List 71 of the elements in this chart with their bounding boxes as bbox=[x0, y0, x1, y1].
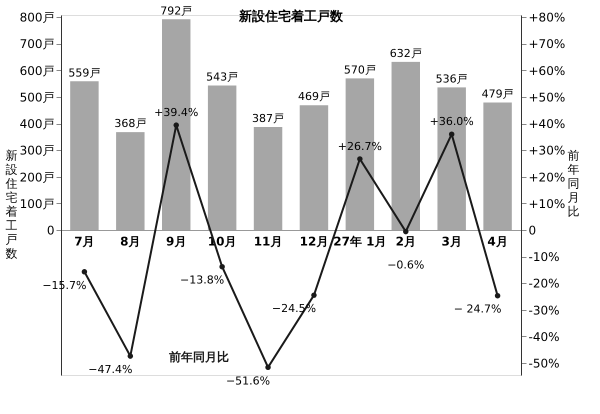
y-tick-label: 0 bbox=[46, 223, 54, 238]
data-label: 469戸 bbox=[298, 90, 330, 104]
y-tick-label: 400戸 bbox=[20, 117, 54, 132]
text: 前年同月比 bbox=[168, 350, 229, 364]
bar bbox=[116, 132, 145, 230]
data-label: 792戸 bbox=[160, 4, 192, 18]
y2-tick-label: -30% bbox=[528, 303, 560, 318]
point bbox=[82, 269, 88, 274]
data-label: − 24.7% bbox=[454, 302, 502, 316]
x-tick-label: 9月 bbox=[166, 234, 186, 248]
x-tick-label: 7月 bbox=[74, 234, 95, 248]
data-label: 543戸 bbox=[206, 70, 238, 84]
y-tick-label: 300戸 bbox=[20, 144, 54, 158]
x-tick-label: 3月 bbox=[442, 234, 462, 248]
y2-tick-label: +40% bbox=[528, 117, 566, 132]
y-tick-label: 100戸 bbox=[20, 196, 54, 211]
data-label: +39.4% bbox=[154, 106, 198, 120]
x-tick-label: 11月 bbox=[254, 234, 282, 248]
data-label: −13.8% bbox=[180, 274, 224, 287]
point bbox=[219, 264, 225, 270]
data-label: −0.6% bbox=[387, 258, 424, 272]
y2-tick-label: +60% bbox=[528, 64, 566, 78]
y-axis-title: 新設住宅着工戸数 bbox=[4, 148, 18, 260]
point bbox=[173, 122, 179, 128]
bar bbox=[392, 62, 420, 230]
x-tick-label: 4月 bbox=[487, 234, 508, 248]
data-label: 536戸 bbox=[436, 72, 468, 86]
data-label: 559戸 bbox=[68, 66, 100, 80]
bar bbox=[300, 105, 328, 230]
y-tick-label: 500戸 bbox=[20, 90, 54, 104]
data-label: 387戸 bbox=[252, 112, 284, 126]
data-label: +26.7% bbox=[338, 140, 382, 153]
y2-tick-label: +50% bbox=[528, 90, 566, 104]
x-tick-label: 2月 bbox=[396, 234, 416, 248]
y2-tick-label: +80% bbox=[528, 10, 566, 25]
y-tick-label: 800戸 bbox=[20, 10, 54, 25]
point bbox=[357, 156, 363, 162]
bar bbox=[254, 127, 282, 230]
y2-tick-label: +30% bbox=[528, 144, 566, 158]
data-label: −47.4% bbox=[88, 363, 132, 376]
y2-axis-title: 前年同月比 bbox=[568, 148, 580, 218]
bar bbox=[208, 86, 236, 230]
data-label: 632戸 bbox=[390, 46, 422, 60]
point bbox=[265, 364, 271, 370]
y2-tick-label: -10% bbox=[528, 250, 560, 264]
point bbox=[128, 353, 134, 359]
y2-tick-label: -20% bbox=[528, 276, 560, 291]
y-tick-label: 700戸 bbox=[20, 37, 54, 52]
y2-tick-label: +70% bbox=[528, 37, 566, 52]
y2-tick-label: +10% bbox=[528, 196, 566, 211]
data-label: 479戸 bbox=[482, 88, 514, 101]
bar bbox=[483, 102, 512, 230]
y2-tick-label: -40% bbox=[528, 330, 560, 344]
point bbox=[403, 228, 409, 234]
data-label: +36.0% bbox=[430, 115, 474, 128]
y2-tick-label: 0 bbox=[528, 223, 536, 238]
data-label: 570戸 bbox=[344, 63, 376, 76]
x-tick-label: 27年 1月 bbox=[333, 234, 386, 248]
point bbox=[448, 131, 454, 137]
point bbox=[311, 292, 317, 298]
y-tick-label: 600戸 bbox=[20, 64, 54, 78]
y2-tick-label: -50% bbox=[528, 356, 560, 371]
y2-tick-label: +20% bbox=[528, 170, 566, 184]
bar bbox=[70, 81, 99, 230]
data-label: −51.6% bbox=[226, 374, 270, 388]
data-label: 368戸 bbox=[114, 117, 146, 130]
x-tick-label: 12月 bbox=[300, 234, 328, 248]
chart-title: 新設住宅着工戸数 bbox=[238, 8, 344, 24]
y-tick-label: 200戸 bbox=[20, 170, 54, 184]
point bbox=[494, 292, 500, 298]
x-tick-label: 8月 bbox=[120, 234, 140, 248]
